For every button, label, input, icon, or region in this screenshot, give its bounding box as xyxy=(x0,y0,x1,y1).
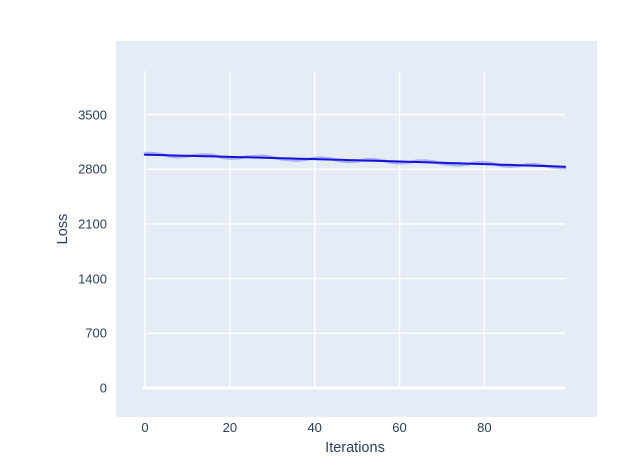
y-tick-label: 700 xyxy=(85,325,107,341)
x-tick-label: 0 xyxy=(141,420,149,435)
y-tick-label: 2100 xyxy=(78,216,107,232)
y-tick-label: 2800 xyxy=(78,161,107,177)
y-axis-title: Loss xyxy=(55,213,71,245)
x-tick-label: 80 xyxy=(477,420,492,435)
y-tick-label: 0 xyxy=(99,380,107,396)
x-tick-label: 40 xyxy=(307,420,322,435)
gridlines-group xyxy=(143,71,565,390)
loss-smoothed-line xyxy=(144,153,566,168)
traces-group xyxy=(143,151,567,170)
y-tick-label: 1400 xyxy=(78,271,107,287)
x-tick-label: 20 xyxy=(222,420,238,435)
x-tick-label: 60 xyxy=(392,420,407,435)
x-axis-title: Iterations xyxy=(325,440,385,456)
y-tick-label: 3500 xyxy=(78,107,107,122)
plot-area-background xyxy=(116,41,597,417)
